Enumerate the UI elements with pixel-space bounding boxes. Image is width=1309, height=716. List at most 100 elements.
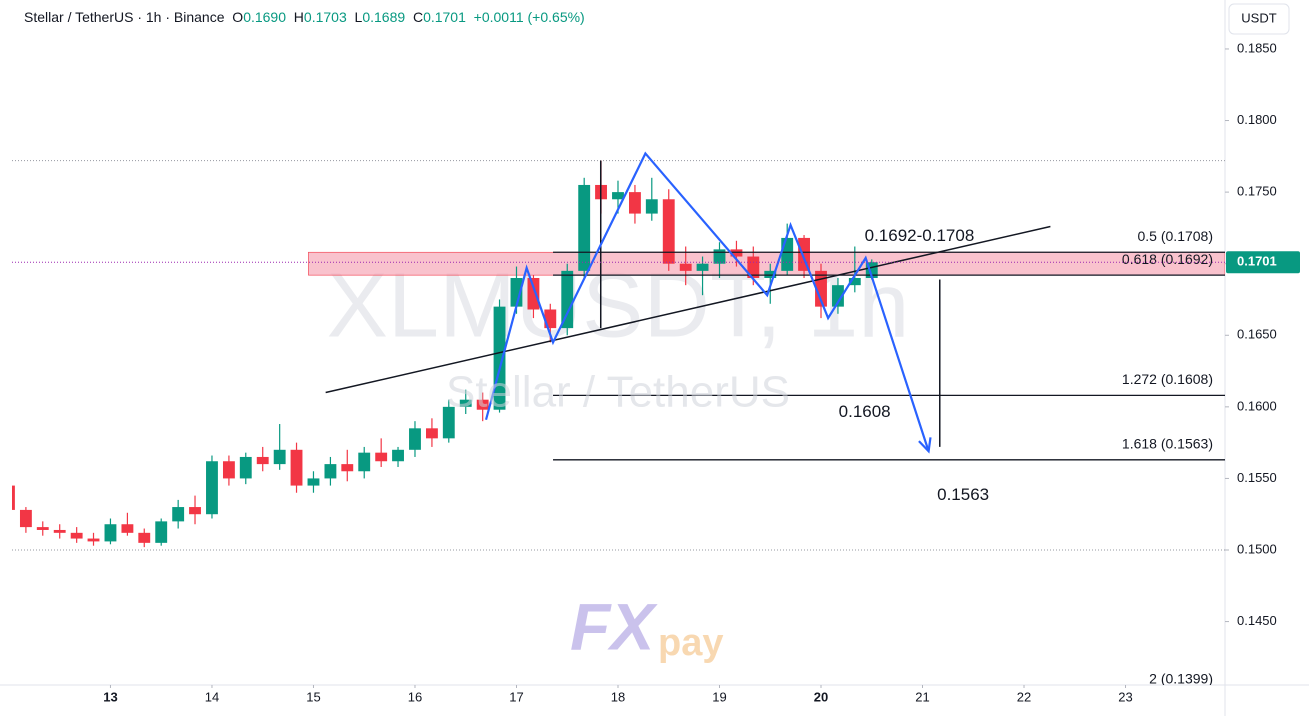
candle-body bbox=[848, 278, 861, 286]
candle-body bbox=[358, 452, 371, 472]
candle-body bbox=[70, 532, 83, 539]
x-tick-label: 22 bbox=[1017, 689, 1031, 704]
pattern-line bbox=[484, 151, 930, 452]
x-tick-label: 18 bbox=[611, 689, 625, 704]
candle-body bbox=[290, 449, 303, 486]
fib-label: 1.272 (0.1608) bbox=[1122, 371, 1213, 387]
candle-body bbox=[764, 270, 777, 279]
candle-body bbox=[425, 428, 438, 439]
y-tick-label: 0.1650 bbox=[1237, 327, 1277, 342]
candle-body bbox=[747, 256, 760, 279]
candle-body bbox=[409, 428, 421, 450]
trendline bbox=[325, 225, 1051, 394]
candle-body bbox=[307, 478, 320, 486]
price-axis-bg bbox=[1225, 0, 1309, 716]
symbol: Stellar / TetherUS · 1h · Binance bbox=[24, 9, 225, 25]
candle-body bbox=[19, 509, 32, 528]
candle-body bbox=[155, 521, 168, 543]
annotation: 0.1692-0.1708 bbox=[865, 226, 975, 245]
candle-body bbox=[12, 485, 15, 510]
h-value: 0.1703 bbox=[303, 9, 347, 25]
candle-body bbox=[189, 507, 201, 515]
candle-body bbox=[629, 192, 641, 214]
last-price-tag bbox=[1226, 251, 1300, 274]
candle-body bbox=[53, 529, 66, 533]
candle-body bbox=[781, 237, 794, 271]
candle-body bbox=[612, 192, 624, 200]
candle-body bbox=[798, 237, 810, 271]
candle-body bbox=[679, 263, 692, 271]
candle-body bbox=[341, 464, 354, 472]
header: Stellar / TetherUS · 1h · Binance O0.169… bbox=[24, 9, 585, 25]
candle-body bbox=[256, 456, 269, 465]
arrow-head bbox=[918, 437, 932, 454]
annotation: 0.1608 bbox=[839, 402, 891, 421]
candle-body bbox=[527, 278, 540, 310]
logo-main: FX bbox=[570, 589, 658, 663]
x-tick-label: 14 bbox=[205, 689, 219, 704]
candle-body bbox=[442, 406, 455, 439]
change: +0.0011 (+0.65%) bbox=[473, 9, 585, 25]
candle-body bbox=[544, 309, 557, 329]
l-value: 0.1689 bbox=[362, 9, 406, 25]
fib-label: 1.618 (0.1563) bbox=[1122, 436, 1213, 452]
candle-body bbox=[662, 199, 675, 264]
candle-body bbox=[815, 270, 827, 307]
x-tick-label: 23 bbox=[1118, 689, 1132, 704]
o-label: O bbox=[232, 9, 244, 25]
candle-body bbox=[832, 285, 844, 307]
candle-body bbox=[459, 399, 472, 407]
c-label: C bbox=[412, 9, 424, 25]
last-price-label: 0.1701 bbox=[1237, 254, 1277, 269]
candle-body bbox=[206, 461, 218, 515]
candle-body bbox=[561, 270, 574, 329]
fib-label: 0.618 (0.1692) bbox=[1122, 251, 1213, 267]
fib-label: 0.5 (0.1708) bbox=[1138, 228, 1214, 244]
candle-body bbox=[375, 452, 388, 462]
x-tick-label: 20 bbox=[814, 689, 828, 704]
x-tick-label: 17 bbox=[509, 689, 523, 704]
candle-body bbox=[730, 249, 743, 257]
candle-body bbox=[138, 532, 151, 543]
candle-body bbox=[578, 184, 591, 271]
candle-body bbox=[696, 263, 709, 271]
candle-body bbox=[273, 449, 286, 465]
y-tick-label: 0.1450 bbox=[1237, 613, 1277, 628]
watermark-name: Stellar / TetherUS bbox=[446, 368, 790, 417]
y-tick-label: 0.1750 bbox=[1237, 184, 1277, 199]
y-tick-label: 0.1600 bbox=[1237, 398, 1277, 413]
logo-sub: pay bbox=[658, 622, 723, 664]
candle-body bbox=[104, 524, 117, 542]
c-value: 0.1701 bbox=[423, 9, 466, 25]
candle-body bbox=[324, 464, 337, 479]
h-label: H bbox=[293, 9, 304, 25]
candle-body bbox=[476, 399, 489, 410]
y-tick-label: 0.1850 bbox=[1237, 40, 1277, 55]
fib-label: 2 (0.1399) bbox=[1149, 670, 1213, 686]
x-tick-label: 16 bbox=[408, 689, 422, 704]
currency[interactable]: USDT bbox=[1241, 10, 1276, 25]
candle-body bbox=[713, 249, 726, 264]
y-tick-label: 0.1800 bbox=[1237, 112, 1277, 127]
x-tick-label: 13 bbox=[103, 689, 117, 704]
y-tick-label: 0.1550 bbox=[1237, 470, 1277, 485]
l-label: L bbox=[354, 9, 363, 25]
candle-body bbox=[172, 507, 185, 522]
candle-body bbox=[392, 449, 404, 462]
o-value: 0.1690 bbox=[243, 9, 287, 25]
annotation: 0.1563 bbox=[937, 485, 989, 504]
candle-body bbox=[87, 538, 100, 542]
candle-body bbox=[222, 461, 235, 479]
x-tick-label: 15 bbox=[306, 689, 320, 704]
candle-body bbox=[493, 306, 506, 410]
plot-area: 0.5 (0.1708) 0.618 (0.1692) 1.272 (0.1608)… bbox=[12, 151, 1225, 686]
candle-body bbox=[510, 278, 523, 307]
candle-body bbox=[36, 527, 49, 530]
candle-body bbox=[121, 524, 134, 533]
candle-body bbox=[865, 262, 878, 279]
y-tick-label: 0.1500 bbox=[1237, 541, 1277, 556]
currency-button[interactable] bbox=[1228, 3, 1290, 35]
x-tick-label: 21 bbox=[915, 689, 929, 704]
